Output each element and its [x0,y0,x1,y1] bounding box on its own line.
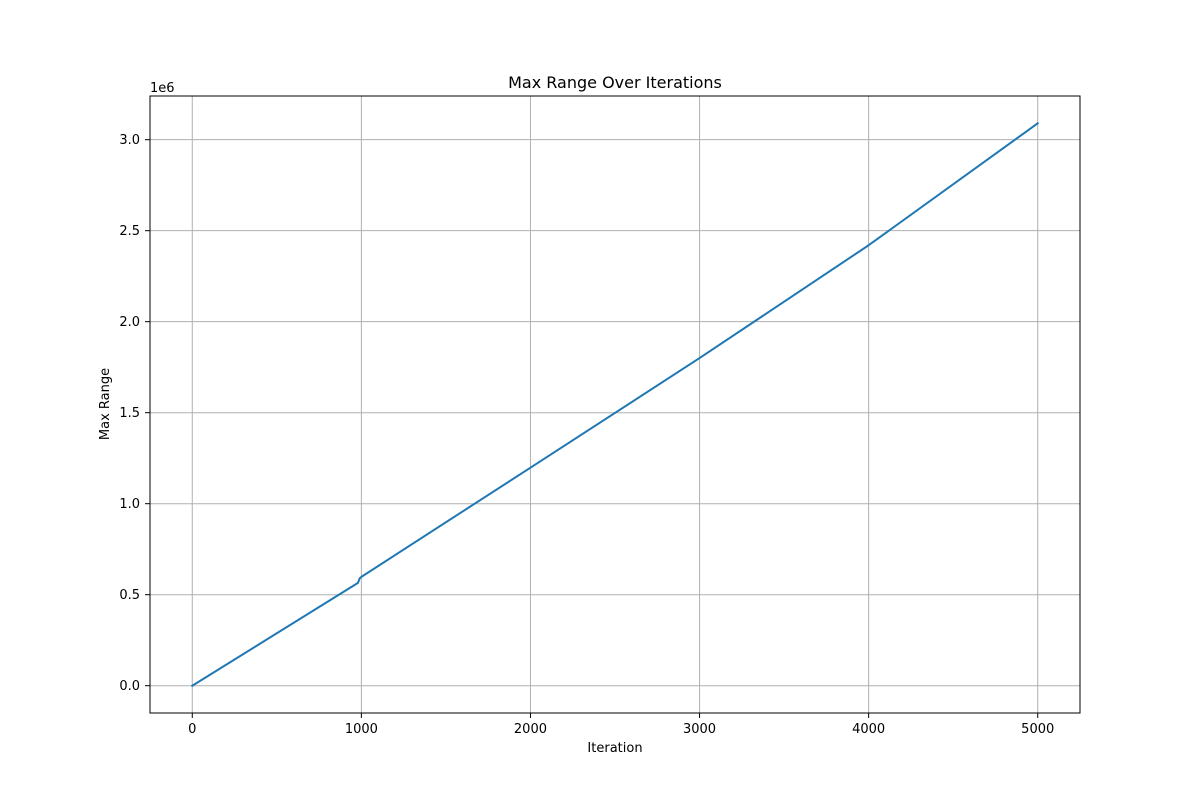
x-tick-label: 1000 [345,722,378,737]
y-tick-label: 1.5 [119,406,140,421]
x-tick-label: 0 [188,722,196,737]
x-tick-label: 3000 [683,722,716,737]
y-tick-label: 2.0 [119,315,140,330]
x-axis-label: Iteration [587,741,642,756]
y-axis-offset-label: 1e6 [150,81,175,96]
y-tick-label: 0.5 [119,588,140,603]
x-tick-label: 5000 [1021,722,1054,737]
x-tick-label: 4000 [852,722,885,737]
y-tick-label: 3.0 [119,133,140,148]
y-tick-label: 0.0 [119,679,140,694]
y-tick-label: 2.5 [119,224,140,239]
ticks: 0 1000 2000 3000 4000 5000 0.0 0.5 1.0 1.5 2.0 2.5 3… [119,133,1054,737]
series-line [190,121,1040,688]
chart-title: Max Range Over Iterations [508,73,722,92]
plot-area [190,121,1040,688]
y-axis-label: Max Range [98,368,113,440]
grid [150,96,1080,713]
x-tick-label: 2000 [514,722,547,737]
y-tick-label: 1.0 [119,497,140,512]
axes-frame [149,95,1081,714]
